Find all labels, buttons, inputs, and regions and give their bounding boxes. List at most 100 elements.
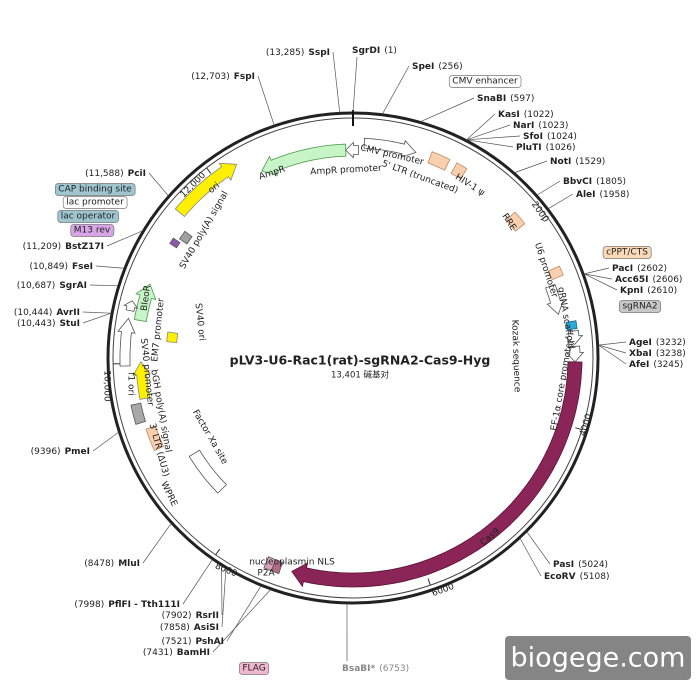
site-position: (1022) — [524, 110, 554, 120]
site-leader — [182, 559, 213, 605]
site-position: (1024) — [547, 132, 577, 142]
site-position: (3238) — [656, 349, 686, 359]
site-position: (13,285) — [266, 48, 305, 58]
site-leader — [526, 531, 551, 565]
site-name: KpnI — [620, 286, 643, 296]
feature-shape — [363, 137, 417, 158]
site-name: SnaBI — [477, 94, 506, 104]
site-name: SgrAI — [59, 281, 87, 291]
site-label: SfoI (1024) — [523, 132, 577, 142]
site-position: (2606) — [653, 275, 683, 285]
site-name: PshAI — [195, 637, 224, 647]
site-leader — [598, 344, 627, 365]
site-name: MluI — [118, 559, 140, 569]
site-label: (12,703) FspI — [191, 72, 255, 82]
scale-tick — [575, 427, 583, 431]
site-position: (12,703) — [191, 72, 230, 82]
site-label: EcoRV (5108) — [544, 572, 610, 582]
site-name: BbvCI — [563, 177, 592, 187]
site-position: (5024) — [578, 560, 608, 570]
site-label: (8478) MluI — [84, 559, 140, 569]
site-leader — [382, 65, 410, 114]
site-position: (3232) — [656, 338, 686, 348]
site-leader — [598, 344, 627, 354]
features — [117, 110, 585, 588]
scale-label: 8000 — [213, 562, 238, 580]
site-label: BsaBI* (6753) — [342, 664, 409, 674]
feature-label: lac promoter — [66, 198, 124, 208]
feature-shape — [427, 151, 451, 171]
site-name: BstZ17I — [65, 242, 104, 252]
site-label: (10,687) SgrAI — [17, 281, 87, 291]
site-label: (7902) RsrII — [162, 611, 219, 621]
site-name: AgeI — [629, 338, 652, 348]
site-name: EcoRV — [544, 572, 576, 582]
site-name: AvrII — [56, 308, 80, 318]
site-label: NarI (1023) — [513, 121, 568, 131]
feature-shape — [166, 331, 179, 344]
feature-label: lac operator — [61, 212, 116, 222]
feature-label-box — [62, 196, 128, 209]
site-leader — [226, 585, 262, 642]
site-leader — [142, 523, 172, 564]
feature-label-box — [238, 662, 270, 675]
site-name: RsrII — [196, 611, 219, 621]
site-name: SgrDI — [352, 46, 380, 56]
feature-label: AmpR — [258, 165, 287, 183]
feature-shape — [130, 402, 146, 425]
feature-shape — [545, 283, 565, 315]
feature-label: sgRNA2 — [622, 302, 657, 312]
site-position: (11,209) — [23, 242, 62, 252]
site-name: AleI — [576, 190, 596, 200]
plasmid-size: 13,401 碱基对 — [331, 370, 389, 381]
site-label: BbvCI (1805) — [563, 177, 626, 187]
site-leader — [584, 267, 610, 275]
site-position: (1958) — [600, 190, 630, 200]
site-leader — [257, 75, 275, 126]
feature-label: nucleoplasmin NLS — [249, 558, 335, 568]
site-label: (9396) PmeI — [31, 447, 90, 457]
feature-label: M13 rev — [74, 226, 111, 236]
site-label: (11,588) PciI — [85, 169, 146, 179]
site-leader — [221, 568, 227, 628]
feature-label: CMV enhancer — [452, 77, 518, 87]
feature-shape — [145, 425, 165, 452]
site-position: (7521) — [162, 637, 192, 647]
site-leader — [106, 230, 143, 247]
site-position: (597) — [510, 94, 534, 104]
site-label: (7858) AsiSI — [160, 623, 219, 633]
feature-label: f1 ori — [126, 372, 136, 395]
site-position: (1805) — [596, 177, 626, 187]
site-label: SgrDI (1) — [352, 46, 397, 56]
site-leader — [466, 113, 496, 141]
feature-shape — [505, 211, 526, 232]
site-label: (13,285) SspI — [266, 48, 330, 58]
site-leader — [82, 311, 112, 314]
site-name: PluTI — [516, 143, 542, 153]
feature-label-box — [619, 300, 661, 313]
feature-shape — [565, 320, 578, 331]
feature-shape — [174, 162, 238, 218]
feature-shape — [565, 345, 585, 363]
site-label: Acc65I (2606) — [615, 275, 682, 285]
watermark-bg — [505, 636, 691, 680]
site-label: KpnI (2610) — [620, 286, 677, 296]
site-label: NotI (1529) — [550, 157, 605, 167]
site-leader — [584, 273, 613, 280]
feature-shape — [547, 265, 564, 281]
site-leader — [212, 589, 271, 653]
site-position: (2602) — [637, 264, 667, 274]
feature-label-box — [57, 210, 119, 223]
feature-label: Kozak sequence — [509, 320, 522, 393]
site-leader — [537, 180, 561, 196]
site-position: (10,443) — [17, 319, 56, 329]
site-leader — [332, 51, 341, 113]
site-position: (11,588) — [85, 169, 124, 179]
scale-tick — [206, 167, 212, 174]
watermark: biogege.com — [511, 643, 686, 674]
feature-label-box — [448, 75, 522, 88]
site-position: (10,849) — [30, 262, 69, 272]
site-position: (7998) — [74, 600, 104, 610]
site-name: Acc65I — [615, 275, 649, 285]
